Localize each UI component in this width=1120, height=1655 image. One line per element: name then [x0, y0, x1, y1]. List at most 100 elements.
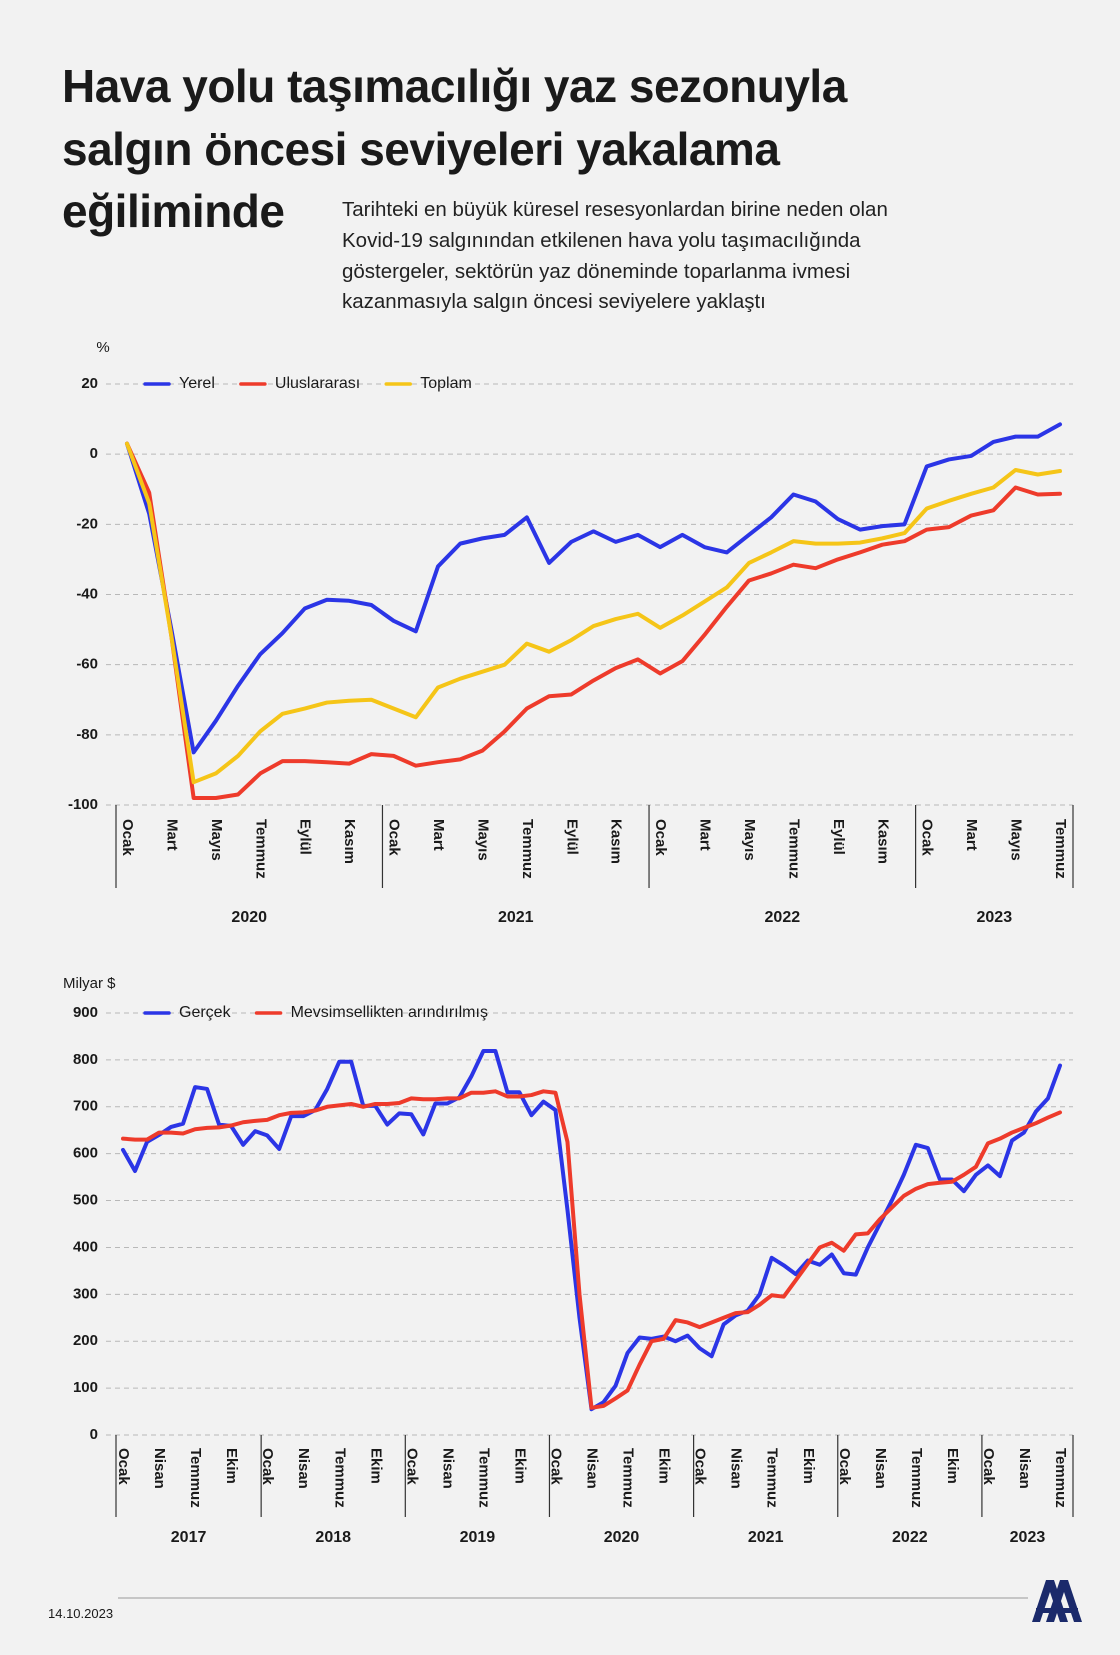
series-line: [125, 441, 1062, 785]
y-tick-label: 0: [90, 1426, 98, 1443]
y-tick-label: 400: [73, 1238, 98, 1255]
year-label: 2020: [604, 1529, 640, 1546]
year-label: 2022: [892, 1529, 928, 1546]
x-tick-label: Ocak: [652, 819, 669, 856]
date: 14.10.2023: [48, 1606, 113, 1621]
year-label: 2023: [1010, 1529, 1046, 1546]
subtitle-line: kazanmasıyla salgın öncesi seviyelere ya…: [342, 290, 766, 313]
subtitle-line: Tarihteki en büyük küresel resesyonlarda…: [342, 198, 888, 221]
x-tick-label: Ekim: [223, 1448, 240, 1484]
x-tick-label: Mart: [697, 819, 714, 851]
x-tick-label: Nisan: [295, 1448, 312, 1489]
legend-label: Yerel: [179, 375, 215, 392]
y-tick-label: 900: [73, 1004, 98, 1021]
legend-label: Gerçek: [179, 1004, 232, 1021]
year-label: 2018: [315, 1529, 351, 1546]
legend-label: Toplam: [420, 375, 472, 392]
x-tick-label: Temmuz: [908, 1448, 925, 1508]
x-tick-label: Temmuz: [252, 819, 269, 879]
x-tick-label: Eylül: [830, 819, 847, 855]
title-line: salgın öncesi seviyeleri yakalama: [62, 123, 780, 175]
x-tick-label: Nisan: [584, 1448, 601, 1489]
logo: [1032, 1580, 1082, 1622]
y-tick-label: -40: [76, 585, 98, 602]
y-tick-label: 200: [73, 1332, 98, 1349]
year-label: 2021: [748, 1529, 784, 1546]
series-line: [125, 441, 1062, 800]
x-tick-label: Temmuz: [764, 1448, 781, 1508]
series-line: [121, 1048, 1062, 1412]
y-axis-label: %: [96, 339, 109, 356]
x-tick-label: Nisan: [728, 1448, 745, 1489]
title-line: Hava yolu taşımacılığı yaz sezonuyla: [62, 60, 848, 112]
x-tick-label: Mart: [430, 819, 447, 851]
x-tick-label: Temmuz: [1052, 819, 1069, 879]
y-tick-label: 100: [73, 1379, 98, 1396]
year-label: 2022: [765, 909, 801, 926]
x-tick-label: Temmuz: [331, 1448, 348, 1508]
x-tick-label: Mayıs: [741, 819, 758, 861]
x-tick-label: Ocak: [919, 819, 936, 856]
y-tick-label: -20: [76, 515, 98, 532]
series-line: [121, 1089, 1062, 1410]
y-tick-label: 300: [73, 1285, 98, 1302]
y-tick-label: -60: [76, 656, 98, 673]
x-tick-label: Kasım: [874, 819, 891, 864]
y-tick-label: 0: [90, 445, 98, 462]
x-tick-label: Temmuz: [1052, 1448, 1069, 1508]
y-tick-label: -100: [68, 796, 98, 813]
x-tick-label: Nisan: [439, 1448, 456, 1489]
x-tick-label: Kasım: [341, 819, 358, 864]
year-label: 2019: [460, 1529, 496, 1546]
x-tick-label: Ocak: [386, 819, 403, 856]
x-tick-label: Ocak: [980, 1448, 997, 1485]
x-tick-label: Ekim: [800, 1448, 817, 1484]
y-tick-label: 20: [81, 375, 98, 392]
x-tick-label: Eylül: [297, 819, 314, 855]
legend-label: Uluslararası: [275, 375, 360, 392]
x-tick-label: Ocak: [403, 1448, 420, 1485]
x-tick-label: Ocak: [692, 1448, 709, 1485]
x-tick-label: Mayıs: [208, 819, 225, 861]
x-tick-label: Mart: [163, 819, 180, 851]
series-line: [125, 422, 1062, 755]
y-tick-label: 700: [73, 1098, 98, 1115]
x-tick-label: Mayıs: [1008, 819, 1025, 861]
title-line: eğiliminde: [62, 185, 284, 237]
x-tick-label: Nisan: [1016, 1448, 1033, 1489]
x-tick-label: Kasım: [608, 819, 625, 864]
x-tick-label: Ocak: [259, 1448, 276, 1485]
subtitle-line: göstergeler, sektörün yaz döneminde topa…: [342, 260, 850, 283]
x-tick-label: Ekim: [367, 1448, 384, 1484]
x-tick-label: Temmuz: [785, 819, 802, 879]
legend-label: Mevsimsellikten arındırılmış: [291, 1004, 488, 1021]
x-tick-label: Eylül: [563, 819, 580, 855]
x-tick-label: Mart: [963, 819, 980, 851]
x-tick-label: Ekim: [656, 1448, 673, 1484]
x-tick-label: Ocak: [836, 1448, 853, 1485]
subtitle-line: Kovid-19 salgınından etkilenen hava yolu…: [342, 229, 861, 252]
year-label: 2017: [171, 1529, 207, 1546]
y-tick-label: 500: [73, 1192, 98, 1209]
x-tick-label: Temmuz: [620, 1448, 637, 1508]
y-axis-label: Milyar $: [63, 975, 116, 992]
y-tick-label: 600: [73, 1145, 98, 1162]
x-tick-label: Nisan: [151, 1448, 168, 1489]
x-tick-label: Mayıs: [474, 819, 491, 861]
y-tick-label: 800: [73, 1051, 98, 1068]
x-tick-label: Ekim: [944, 1448, 961, 1484]
year-label: 2020: [231, 909, 267, 926]
x-tick-label: Ekim: [511, 1448, 528, 1484]
y-tick-label: -80: [76, 726, 98, 743]
x-tick-label: Temmuz: [187, 1448, 204, 1508]
year-label: 2023: [977, 909, 1013, 926]
x-tick-label: Ocak: [547, 1448, 564, 1485]
x-tick-label: Ocak: [119, 819, 136, 856]
x-tick-label: Nisan: [872, 1448, 889, 1489]
x-tick-label: Ocak: [115, 1448, 132, 1485]
year-label: 2021: [498, 909, 534, 926]
x-tick-label: Temmuz: [475, 1448, 492, 1508]
x-tick-label: Temmuz: [519, 819, 536, 879]
